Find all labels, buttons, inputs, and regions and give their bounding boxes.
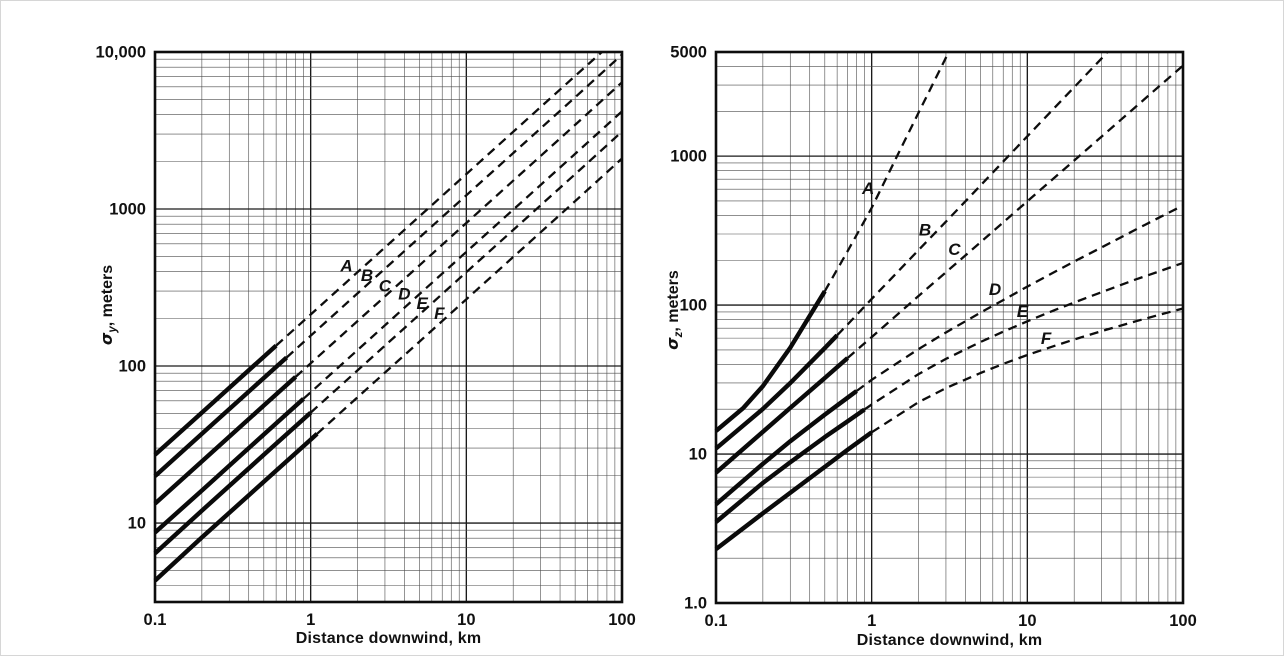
sigma-z-curve-C-dashed xyxy=(846,64,1184,359)
sigma-y-curve-C-dashed xyxy=(294,81,623,378)
sigma-glyph: σ xyxy=(97,332,116,346)
sigma-z-class-label-C: C xyxy=(948,240,961,259)
sigma-z-ytick-100: 100 xyxy=(679,297,707,315)
sigma-y-ytick-100: 100 xyxy=(118,358,146,376)
yaxis-units: , meters xyxy=(99,264,116,327)
sigma-y-curve-E-solid xyxy=(153,410,313,556)
sigma-y-class-label-C: C xyxy=(379,277,392,296)
sigma-z-curve-B-dashed xyxy=(836,51,1109,337)
sigma-z-xtick-0.1: 0.1 xyxy=(705,612,728,630)
sigma-y-class-label-D: D xyxy=(398,285,410,304)
sigma-y-curve-E-dashed xyxy=(309,130,623,414)
sigma-z-xtick-100: 100 xyxy=(1169,612,1197,630)
sigma-z-curve-E-dashed xyxy=(863,261,1184,411)
sigma-y-curve-B-solid xyxy=(153,355,289,478)
sigma-z-class-label-B: B xyxy=(919,221,931,240)
sigma-z-ytick-1000: 1000 xyxy=(670,148,707,166)
sigma-y-curve-C-solid xyxy=(153,375,298,506)
sigma-y-xtick-10: 10 xyxy=(457,611,475,629)
sigma-y-ytick-10,000: 10,000 xyxy=(96,44,146,62)
sigma-z-curve-B-solid xyxy=(714,333,839,451)
sigma-y-curve-F-solid xyxy=(153,432,319,583)
sigma-y-ytick-1000: 1000 xyxy=(109,201,146,219)
sigma-z-class-label-A: A xyxy=(861,179,874,198)
sigma-y-curve-F-dashed xyxy=(316,157,623,435)
sigma-z-ytick-1.0: 1.0 xyxy=(684,595,707,613)
sigma-y-class-label-A: A xyxy=(339,257,352,276)
sigma-subscript: z xyxy=(673,331,686,338)
sigma-y-class-label-B: B xyxy=(361,266,373,285)
sigma-z-xtick-1: 1 xyxy=(867,612,876,630)
sigma-subscript: y xyxy=(107,326,120,333)
sigma-z-curve-D-solid xyxy=(714,389,858,506)
sigma-y-chart: 10,000 1000 100 10 0.1 1 10 100 A BC D EF xyxy=(96,44,636,630)
sigma-y-class-label-E: E xyxy=(416,294,428,313)
sigma-y-xtick-1: 1 xyxy=(306,611,315,629)
sigma-z-ytick-10: 10 xyxy=(689,446,707,464)
sigma-y-class-label-F: F xyxy=(434,304,445,323)
sigma-z-chart: 5000 1000 100 10 1.00.1 1 10 100 A BC DEF xyxy=(670,44,1196,631)
sigma-y-ytick-10: 10 xyxy=(128,515,146,533)
sigma-z-xaxis-title: Distance downwind, km xyxy=(856,632,1043,649)
sigma-y-curve-B-dashed xyxy=(285,53,623,359)
sigma-y-curve-A-dashed xyxy=(275,51,603,347)
sigma-z-curve-A-solid xyxy=(714,290,827,433)
sigma-z-curve-F-dashed xyxy=(871,307,1184,434)
sigma-y-xaxis-title: Distance downwind, km xyxy=(295,630,482,647)
sigma-z-xtick-10: 10 xyxy=(1018,612,1036,630)
sigma-z-yaxis-title: σz, meters xyxy=(663,210,686,410)
sigma-z-class-label-F: F xyxy=(1041,329,1052,348)
sigma-y-curve-D-dashed xyxy=(302,110,623,400)
sigma-z-curve-D-dashed xyxy=(855,204,1184,392)
sigma-glyph: σ xyxy=(663,337,682,350)
sigma-z-curve-A-dashed xyxy=(823,51,950,292)
sigma-z-curve-F-solid xyxy=(714,430,873,551)
sigma-y-curve-D-solid xyxy=(153,397,305,535)
sigma-z-curve-C-solid xyxy=(714,356,850,475)
sigma-y-yaxis-title: σy, meters xyxy=(97,205,120,405)
sigma-y-curve-A-solid xyxy=(153,343,278,457)
sigma-y-xtick-100: 100 xyxy=(608,611,636,629)
sigma-z-ytick-5000: 5000 xyxy=(670,44,707,62)
yaxis-units: , meters xyxy=(665,270,682,332)
sigma-y-xtick-0.1: 0.1 xyxy=(144,611,167,629)
sigma-z-class-label-E: E xyxy=(1017,302,1029,321)
sigma-z-class-label-D: D xyxy=(989,280,1001,299)
sigma-z-curve-E-solid xyxy=(714,407,866,524)
